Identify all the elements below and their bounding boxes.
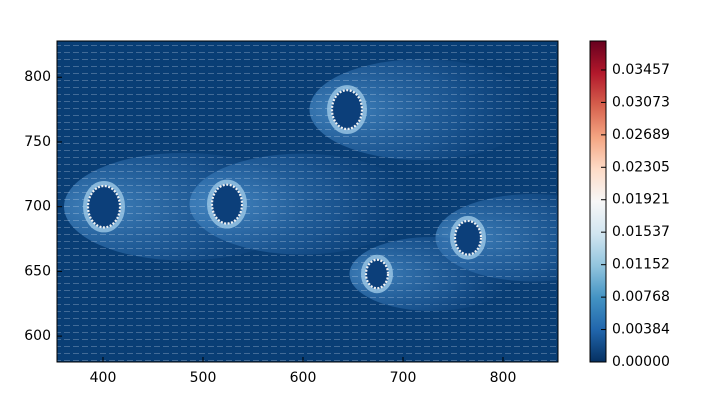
cylinder xyxy=(453,219,483,256)
cylinder xyxy=(86,184,122,229)
colorbar-tick-label: 0.01537 xyxy=(612,224,670,240)
colorbar-tick-label: 0.00384 xyxy=(612,322,670,338)
quiver xyxy=(57,41,558,362)
cylinder-halo xyxy=(450,215,486,260)
colorbar-tick-label: 0.03073 xyxy=(612,94,670,110)
y-tick-label: 600 xyxy=(24,328,51,344)
colorbar-tick-label: 0.02689 xyxy=(612,127,670,143)
cylinder-halo xyxy=(207,179,247,229)
colorbar-tick-label: 0.02305 xyxy=(612,159,670,175)
y-tick-label: 750 xyxy=(24,134,51,150)
colorbar-tick-label: 0.00768 xyxy=(612,289,670,305)
colorbar-tick-label: 0.01152 xyxy=(612,257,670,273)
x-tick-label: 600 xyxy=(290,370,317,386)
colorbar-tick-label: 0.01921 xyxy=(612,192,670,208)
x-tick-label: 500 xyxy=(190,370,217,386)
y-tick-label: 800 xyxy=(24,69,51,85)
field xyxy=(57,41,558,362)
x-tick-label: 800 xyxy=(490,370,517,386)
cylinder xyxy=(210,183,244,225)
x-tick-label: 700 xyxy=(390,370,417,386)
plot-frame xyxy=(56,40,559,363)
cylinder-halo xyxy=(327,85,367,135)
y-tick-label: 700 xyxy=(24,199,51,215)
y-tick-label: 650 xyxy=(24,263,51,279)
cylinder xyxy=(330,89,364,131)
colorbar-tick-label: 0.03457 xyxy=(612,62,670,78)
x-tick-label: 400 xyxy=(90,370,117,386)
cylinder xyxy=(364,258,390,290)
cylinder-halo xyxy=(83,180,125,233)
cylinder-halo xyxy=(361,254,393,294)
colorbar xyxy=(589,40,607,363)
colorbar-tick-label: 0.00000 xyxy=(612,354,670,370)
